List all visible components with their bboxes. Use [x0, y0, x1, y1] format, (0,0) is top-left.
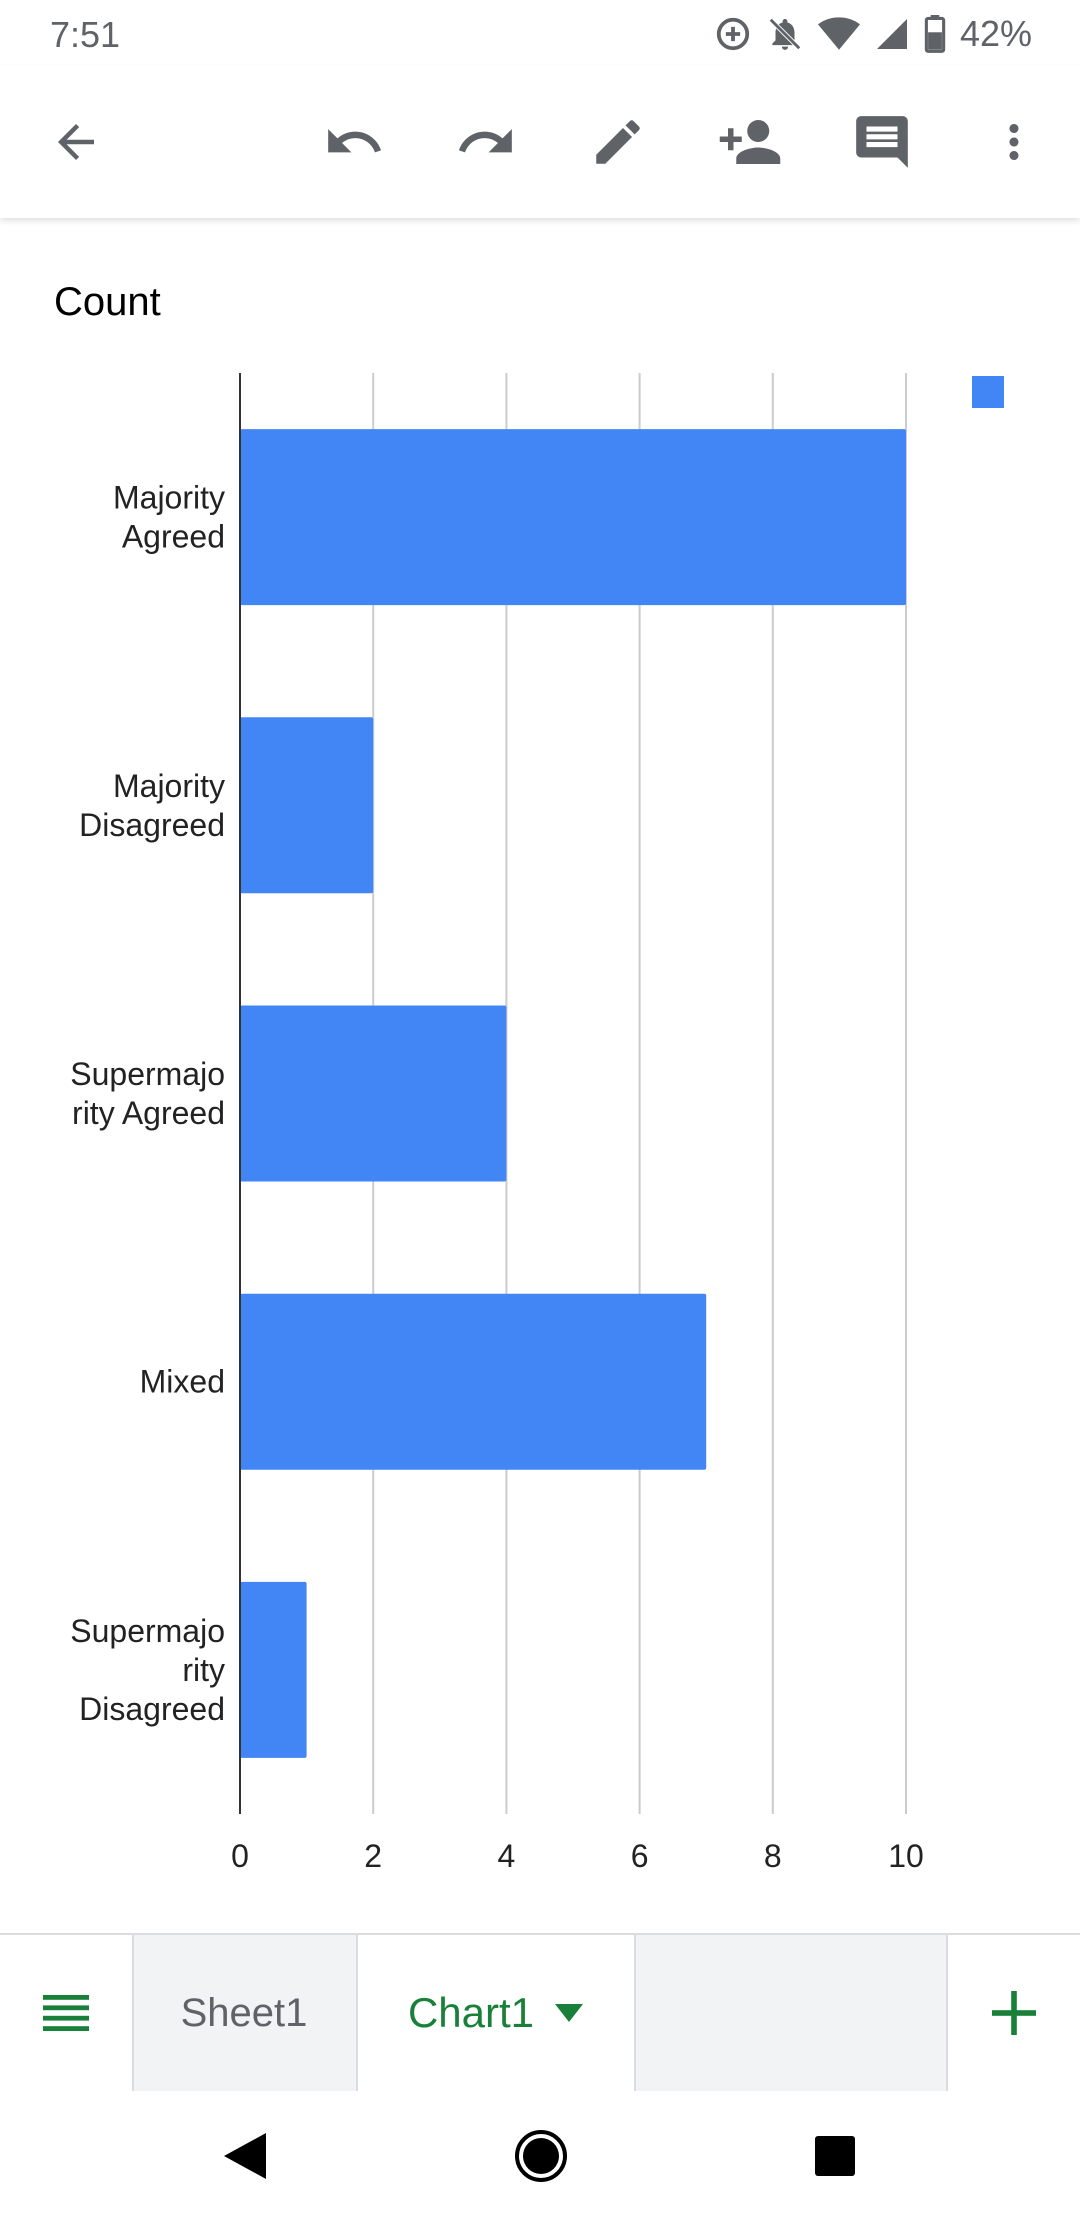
- nav-recents-button[interactable]: [800, 2121, 870, 2191]
- more-vert-icon: [1009, 124, 1019, 160]
- bar[interactable]: [240, 1581, 307, 1758]
- tab-chart1-label: Chart1: [407, 1989, 535, 2036]
- share-button[interactable]: [712, 104, 788, 180]
- bar[interactable]: [240, 429, 906, 606]
- x-tick-label: 8: [764, 1838, 782, 1874]
- battery-percent: 42%: [959, 13, 1032, 54]
- x-tick-label: 0: [231, 1838, 249, 1874]
- category-label: Majority Agreed: [113, 480, 225, 555]
- nav-back-button[interactable]: [210, 2121, 280, 2191]
- edit-button[interactable]: [580, 104, 656, 180]
- dropdown-arrow-icon[interactable]: [554, 2003, 584, 2023]
- comment-icon: [856, 116, 908, 168]
- x-tick-label: 6: [631, 1838, 649, 1874]
- system-nav-bar: [0, 2091, 1080, 2220]
- nav-home-button[interactable]: [506, 2121, 576, 2191]
- data-saver-icon: [716, 17, 750, 51]
- chart-title: Count: [54, 280, 161, 324]
- add-sheet-button[interactable]: [946, 1935, 1080, 2091]
- edit-pencil-icon: [596, 120, 640, 164]
- tab-sheet1[interactable]: Sheet1: [134, 1935, 354, 2091]
- notifications-off-icon: [769, 18, 801, 50]
- back-arrow-icon: [58, 124, 94, 160]
- comment-button[interactable]: [844, 104, 920, 180]
- category-label: Majority Disagreed: [79, 768, 225, 843]
- tab-chart1[interactable]: Chart1: [356, 1935, 636, 2091]
- back-button[interactable]: [38, 104, 114, 180]
- more-options-button[interactable]: [976, 104, 1052, 180]
- bar-chart: Majority Agreed Majority Disagreed Supermajo…: [70, 373, 1004, 1874]
- category-label: Supermajo rity Agreed: [70, 1056, 225, 1131]
- battery-icon: [924, 15, 946, 53]
- chart-area: Majority Agreed Majority Disagreed Supermajo…: [0, 218, 1080, 1933]
- bar[interactable]: [240, 1005, 507, 1182]
- app-toolbar: [0, 66, 1080, 218]
- status-bar: 7:51 42%: [0, 0, 1080, 66]
- cellular-signal-icon: [876, 19, 907, 49]
- status-icons: 42%: [714, 12, 1032, 56]
- sheet-tabs-bar: Sheet1 Chart1: [0, 1933, 1080, 2093]
- category-label: Mixed: [140, 1364, 225, 1400]
- legend-swatch: [972, 376, 1004, 408]
- sheets-list-button[interactable]: [0, 1935, 134, 2091]
- x-tick-label: 10: [888, 1838, 924, 1874]
- recents-square-icon: [815, 2136, 855, 2176]
- redo-icon: [458, 129, 512, 153]
- add-person-icon: [719, 120, 781, 164]
- back-triangle-icon: [224, 2133, 266, 2179]
- tab-sheet1-label: Sheet1: [180, 1990, 308, 2035]
- undo-icon: [328, 129, 382, 153]
- wifi-icon: [817, 17, 860, 50]
- category-label: Supermajo rity Disagreed: [70, 1613, 225, 1727]
- x-tick-label: 2: [364, 1838, 382, 1874]
- sheets-list-icon: [43, 1995, 89, 2031]
- add-sheet-icon: [992, 1991, 1036, 2035]
- home-circle-icon: [515, 2130, 567, 2182]
- bar[interactable]: [240, 1293, 707, 1470]
- status-time: 7:51: [50, 14, 121, 55]
- x-tick-label: 4: [498, 1838, 516, 1874]
- undo-button[interactable]: [316, 104, 392, 180]
- redo-button[interactable]: [448, 104, 524, 180]
- bar[interactable]: [240, 717, 374, 894]
